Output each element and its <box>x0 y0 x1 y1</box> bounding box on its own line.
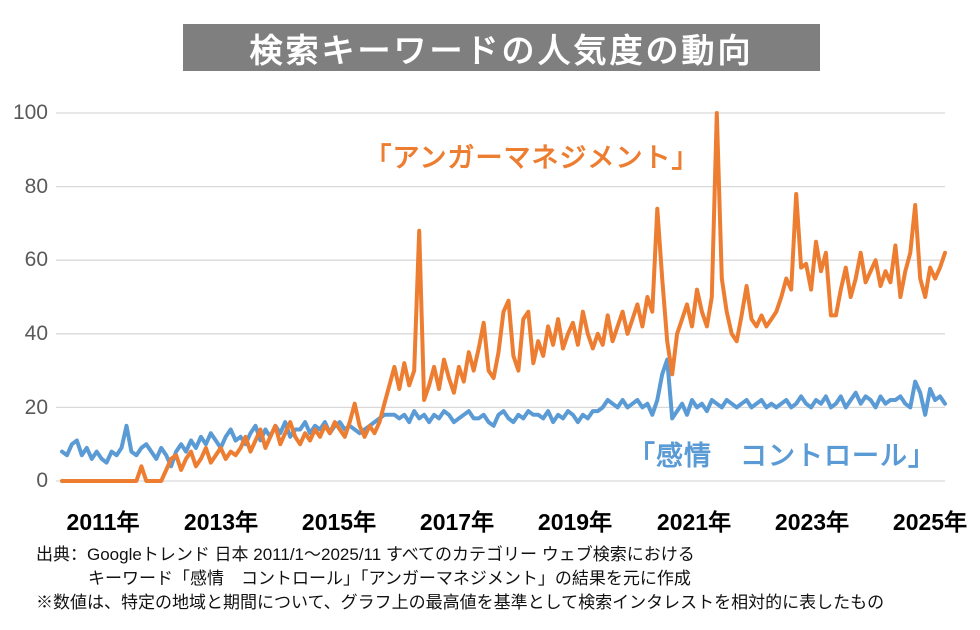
disclaimer-note: ※数値は、特定の地域と期間について、グラフ上の最高値を基準として検索インタレスト… <box>36 593 885 612</box>
y-axis-tick-label: 20 <box>24 396 48 419</box>
series-label-anger-management: 「アンガーマネジメント」 <box>364 143 700 173</box>
source-note-line-2: キーワード「感情 コントロール」「アンガーマネジメント」の結果を元に作成 <box>88 569 691 588</box>
x-axis-tick-label: 2023年 <box>774 509 850 535</box>
y-axis-tick-label: 60 <box>24 248 48 271</box>
page-title: 検索キーワードの人気度の動向 <box>183 24 820 71</box>
x-axis-tick-label: 2013年 <box>183 509 259 535</box>
x-axis-tick-label: 2011年 <box>66 509 140 535</box>
footnotes: 出典：Googleトレンド 日本 2011/1～2025/11 すべてのカテゴリ… <box>36 543 884 615</box>
series-line-anger-management <box>60 111 947 483</box>
y-axis-tick-label: 80 <box>24 175 48 198</box>
y-axis-tick-label: 0 <box>36 469 48 492</box>
y-axis-tick-label: 40 <box>24 322 48 345</box>
x-axis-tick-label: 2017年 <box>419 509 495 535</box>
x-axis-tick-label: 2021年 <box>656 509 732 535</box>
x-axis-tick-label: 2025年 <box>892 509 968 535</box>
series-line-emotion-control <box>60 357 947 469</box>
series-label-emotion-control: 「感情 コントロール」 <box>628 441 936 471</box>
y-axis-tick-label: 100 <box>12 101 48 124</box>
source-note-line-1: 出典：Googleトレンド 日本 2011/1～2025/11 すべてのカテゴリ… <box>36 545 695 564</box>
x-axis-tick-label: 2019年 <box>537 509 613 535</box>
x-axis-tick-label: 2015年 <box>301 509 377 535</box>
